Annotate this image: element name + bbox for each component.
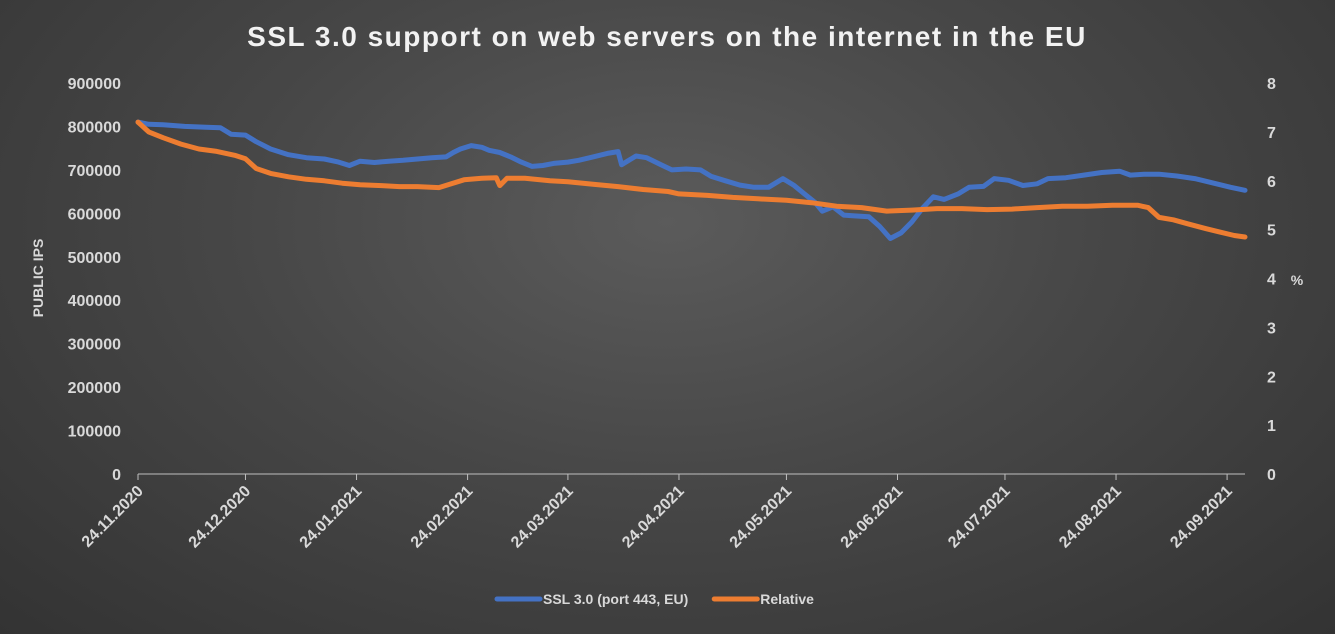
series-line-relative [135, 119, 1248, 240]
y-left-tick-label: 200000 [68, 380, 121, 397]
x-tick-label: 24.02.2021 [408, 483, 477, 552]
x-tick-label: 24.06.2021 [838, 483, 907, 552]
series-line-ssl3 [135, 119, 1248, 241]
plot-area [135, 119, 1248, 241]
x-tick-label: 24.01.2021 [297, 483, 366, 552]
chart-title: SSL 3.0 support on web servers on the in… [247, 21, 1087, 52]
y-right-tick-label: 5 [1267, 223, 1276, 240]
y-right-tick-label: 6 [1267, 174, 1276, 191]
y-left-tick-label: 900000 [68, 76, 121, 93]
y-right-tick-label: 4 [1267, 272, 1276, 289]
y-right-tick-label: 8 [1267, 76, 1276, 93]
y-right-axis-title: % [1291, 272, 1304, 288]
x-tick-label: 24.12.2020 [186, 483, 255, 552]
y-left-tick-label: 0 [112, 467, 121, 484]
y-right-tick-label: 3 [1267, 320, 1276, 337]
y-right-tick-label: 2 [1267, 369, 1276, 386]
y-left-tick-label: 600000 [68, 206, 121, 223]
x-tick-label: 24.04.2021 [619, 483, 688, 552]
x-tick-label: 24.03.2021 [508, 483, 577, 552]
x-tick-label: 24.09.2021 [1167, 483, 1236, 552]
legend: SSL 3.0 (port 443, EU) Relative [494, 591, 814, 607]
x-tick-label: 24.07.2021 [945, 483, 1014, 552]
legend-label: Relative [760, 591, 814, 607]
legend-label: SSL 3.0 (port 443, EU) [543, 591, 688, 607]
y-left-tick-label: 500000 [68, 250, 121, 267]
x-tick-label: 24.05.2021 [727, 483, 796, 552]
y-left-tick-label: 800000 [68, 119, 121, 136]
axes: 0 100000 200000 300000 400000 500000 600000 700… [68, 76, 1276, 551]
x-tick-label: 24.08.2021 [1056, 483, 1125, 552]
y-right-tick-label: 7 [1267, 125, 1276, 142]
y-left-tick-label: 400000 [68, 293, 121, 310]
y-left-tick-label: 100000 [68, 424, 121, 441]
y-right-tick-label: 0 [1267, 467, 1276, 484]
y-left-tick-label: 700000 [68, 163, 121, 180]
y-left-axis-title: PUBLIC IPS [30, 239, 46, 318]
x-tick-label: 24.11.2020 [79, 483, 147, 551]
y-right-tick-label: 1 [1267, 418, 1276, 435]
y-left-tick-label: 300000 [68, 337, 121, 354]
